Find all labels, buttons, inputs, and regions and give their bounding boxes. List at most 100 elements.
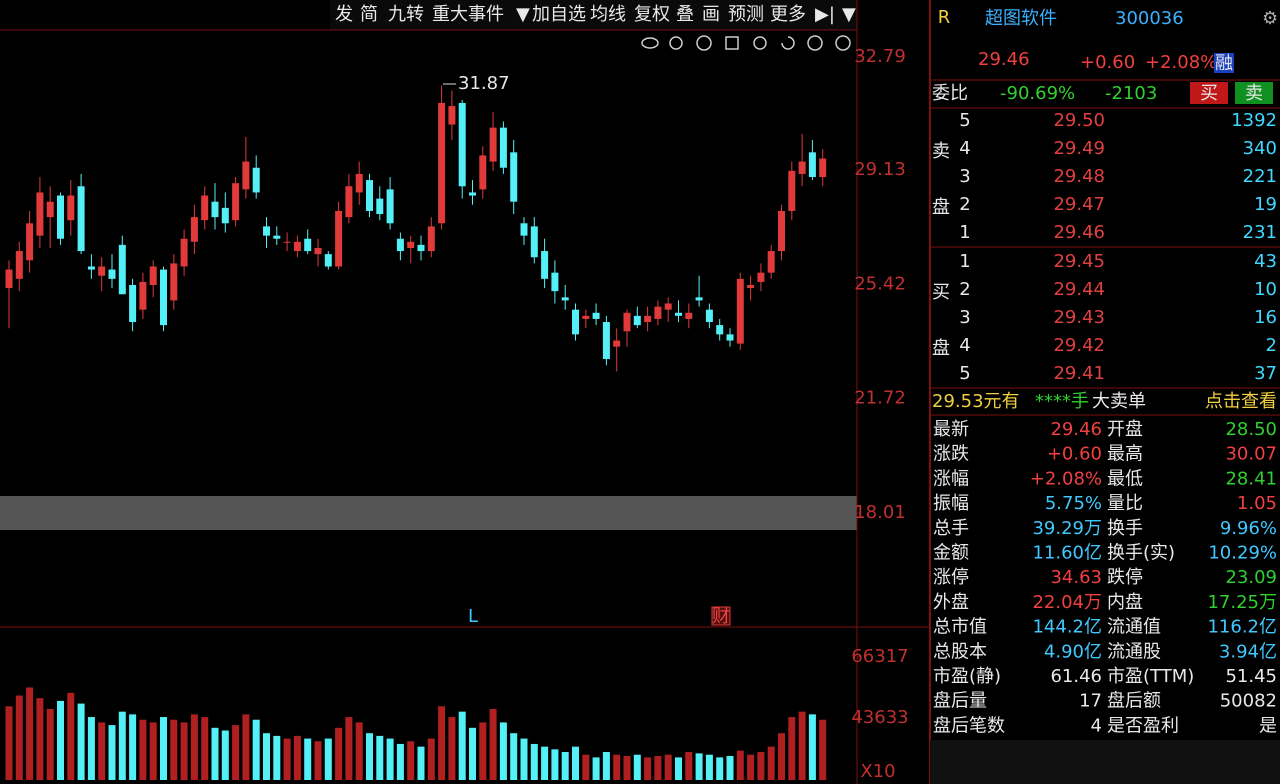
candle-body [654,306,662,319]
volume-bar [757,752,765,780]
volume-bar [808,714,816,780]
candle-body [36,192,44,236]
volume-bar [592,757,600,780]
event-marker-bg [711,606,731,626]
book-price: 29.50 [1053,110,1105,131]
volume-bar [242,714,250,780]
toolbar-item[interactable]: 更多 [770,4,806,25]
toolbar-item[interactable]: 简 [360,4,378,25]
volume-bar [129,714,137,780]
volume-bar [695,753,703,780]
candle-body [242,161,250,190]
candle-body [572,309,579,335]
event-marker[interactable]: L [468,606,478,627]
volume-bar [448,717,456,780]
candle-body [283,241,291,243]
volume-bar [15,695,23,780]
buy-button[interactable]: 买 [1200,83,1218,104]
nav-icon[interactable]: ▶| [815,4,835,25]
stat-label: 换手(实) [1107,543,1175,564]
dropdown-arrow[interactable]: ▼ [516,4,530,25]
stat-label: 盘后笔数 [933,715,1005,736]
toolbar-item[interactable]: 九转 [388,4,424,25]
candle-body [705,309,713,323]
volume-bar [201,717,209,780]
volume-bar [211,727,219,780]
change: +0.60 [1080,52,1135,73]
stat-label: 涨幅 [933,468,969,489]
y-tick-label: 21.72 [854,388,906,409]
stat-value: 5.75% [1045,493,1102,514]
candle-body [716,325,724,335]
candle-body [675,312,682,316]
toolbar-item[interactable]: 复权 [634,4,670,25]
candle-body [819,158,827,178]
candle-body [438,102,446,224]
candle-body [170,263,178,301]
candle-body [582,315,590,319]
candle-body [592,312,600,319]
event-marker[interactable]: 财 [712,606,730,627]
volume-bar [335,727,343,780]
stat-label: 换手 [1107,518,1143,539]
volume-bar [26,687,34,780]
candle-body [623,312,631,332]
stat-label: 最新 [933,419,969,440]
sell-button[interactable]: 卖 [1245,83,1263,104]
volume-bar [273,735,281,780]
stat-value: 50082 [1220,691,1277,712]
candle-body [469,192,476,196]
toolbar-item[interactable]: 叠 [676,4,694,25]
candle-body [87,266,95,270]
stat-label: 量比 [1107,493,1143,514]
book-price: 29.47 [1053,194,1105,215]
y-tick-label: 18.01 [854,502,906,523]
toolbar-item[interactable]: 重大事件 [432,4,504,25]
candle-body [788,170,796,211]
candle-body [252,167,260,193]
toolbar-item[interactable]: 预测 [728,4,764,25]
volume-bar [46,708,54,780]
volume-bar [489,708,497,780]
candle-body [376,198,384,215]
candle-body [808,152,816,178]
level: 2 [959,194,970,215]
stat-label: 内盘 [1107,592,1143,613]
settings-icon[interactable]: ⚙ [1262,8,1278,29]
volume-bar [675,757,682,780]
volume-bar [613,754,621,780]
candle-body [798,161,806,174]
stat-value: 1.05 [1237,493,1277,514]
book-price: 29.45 [1053,251,1105,272]
volume-bar [77,703,85,780]
book-volume: 19 [1254,194,1277,215]
toolbar-item[interactable]: 加自选 [532,4,586,25]
volume-bar [726,756,734,780]
tag-bg [937,8,951,26]
stat-value: 22.04万 [1032,592,1102,613]
volume-bar [87,717,95,780]
toolbar-item[interactable]: 画 [702,4,720,25]
volume-bar [190,714,198,780]
stat-value: 17.25万 [1207,592,1277,613]
volume-bar [314,741,322,780]
stat-value: 28.41 [1225,468,1277,489]
volume-bar [160,717,167,780]
volume-bar [108,725,116,780]
candle-body [221,207,229,224]
toolbar-item[interactable]: 发 [335,4,353,25]
stat-label: 金额 [933,543,969,564]
volume-bar [499,722,507,780]
toolbar-bg [330,0,857,30]
volume-bar [283,738,291,780]
tool-icons[interactable] [641,35,851,51]
candle-body [633,315,641,326]
candle-body [479,155,487,190]
volume-bar [602,752,610,780]
candle-body [561,297,569,301]
toolbar-item[interactable]: 均线 [590,4,626,25]
volume-bar [633,754,641,780]
dropdown-arrow[interactable]: ▼ [842,4,856,25]
candle-body [613,340,621,347]
